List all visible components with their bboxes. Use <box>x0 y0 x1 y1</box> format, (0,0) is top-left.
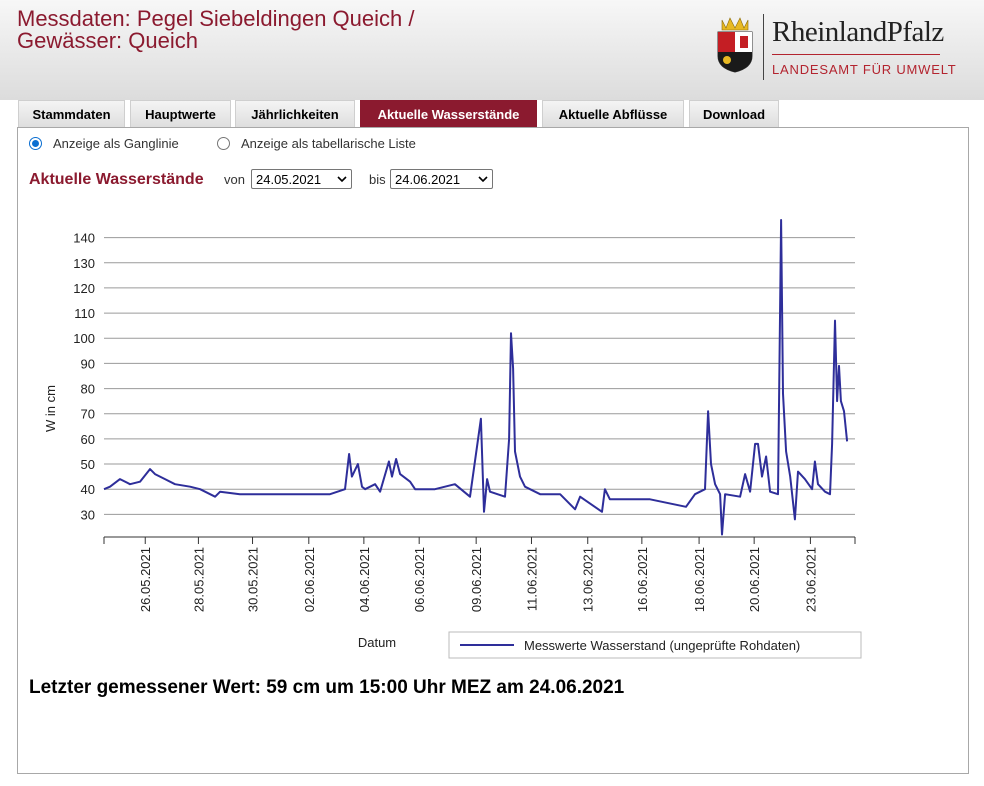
coat-of-arms <box>717 17 753 73</box>
x-tick-label: 28.05.2021 <box>191 547 206 612</box>
x-tick-label: 30.05.2021 <box>246 547 261 612</box>
x-tick-label: 04.06.2021 <box>357 547 372 612</box>
x-axis-label: Datum <box>358 635 396 650</box>
radio-button[interactable] <box>29 137 42 150</box>
to-label: bis <box>369 172 386 187</box>
x-tick-label: 23.06.2021 <box>803 547 818 612</box>
y-tick-label: 60 <box>81 432 95 447</box>
y-axis-label: W in cm <box>43 385 58 432</box>
y-tick-label: 70 <box>81 407 95 422</box>
y-tick-label: 30 <box>81 507 95 522</box>
logo-name: RheinlandPfalz <box>772 16 944 48</box>
to-select[interactable]: 24.06.2021 <box>390 169 493 189</box>
legend-label: Messwerte Wasserstand (ungeprüfte Rohdat… <box>524 638 800 653</box>
radio-button[interactable] <box>217 137 230 150</box>
tab[interactable]: Download <box>689 100 779 127</box>
x-tick-label: 26.05.2021 <box>138 547 153 612</box>
y-tick-label: 50 <box>81 457 95 472</box>
y-tick-label: 40 <box>81 482 95 497</box>
x-tick-label: 18.06.2021 <box>692 547 707 612</box>
x-tick-label: 16.06.2021 <box>635 547 650 612</box>
tab[interactable]: Hauptwerte <box>130 100 231 127</box>
data-line <box>103 219 849 536</box>
tab[interactable]: Jährlichkeiten <box>235 100 355 127</box>
y-tick-label: 110 <box>74 306 95 321</box>
chart: 30 40 50 60 70 80 90 100 110 120 130 140 26.05.2021 2… <box>43 219 862 659</box>
y-tick-label: 100 <box>73 331 95 346</box>
section-heading: Aktuelle Wasserstände <box>29 171 204 188</box>
x-tick-label: 02.06.2021 <box>302 547 317 612</box>
logo-separator <box>763 14 764 80</box>
from-label: von <box>224 172 245 187</box>
x-tick-label: 06.06.2021 <box>412 547 427 612</box>
logo-subtitle: LANDESAMT FÜR UMWELT <box>772 62 957 77</box>
tab[interactable]: Stammdaten <box>18 100 125 127</box>
y-tick-label: 140 <box>73 231 95 246</box>
content-panel <box>17 127 969 774</box>
x-tick-label: 09.06.2021 <box>469 547 484 612</box>
logo-rule <box>772 54 940 55</box>
y-tick-label: 130 <box>73 256 95 271</box>
page-title: Gewässer: Queich <box>17 28 198 53</box>
page-title: Messdaten: Pegel Siebeldingen Queich / <box>17 6 415 31</box>
x-tick-label: 13.06.2021 <box>581 547 596 612</box>
radio-label: Anzeige als tabellarische Liste <box>241 136 416 151</box>
x-tick-label: 11.06.2021 <box>524 547 539 611</box>
tab[interactable]: Aktuelle Abflüsse <box>542 100 684 127</box>
from-select[interactable]: 24.05.2021 <box>251 169 352 189</box>
y-tick-label: 80 <box>81 382 95 397</box>
radio-label: Anzeige als Ganglinie <box>53 136 179 151</box>
from-value: 24.05.2021 <box>256 172 322 187</box>
y-tick-label: 120 <box>73 281 95 296</box>
y-tick-label: 90 <box>81 356 95 371</box>
chevron <box>478 176 488 183</box>
chevron <box>337 176 347 183</box>
to-value: 24.06.2021 <box>395 172 461 187</box>
tab[interactable]: Aktuelle Wasserstände <box>360 100 537 127</box>
header: Messdaten: Pegel Siebeldingen Queich / G… <box>0 0 984 100</box>
x-tick-label: 20.06.2021 <box>747 547 762 612</box>
legend-box <box>448 631 862 659</box>
latest-value: Letzter gemessener Wert: 59 cm um 15:00 … <box>29 677 625 698</box>
